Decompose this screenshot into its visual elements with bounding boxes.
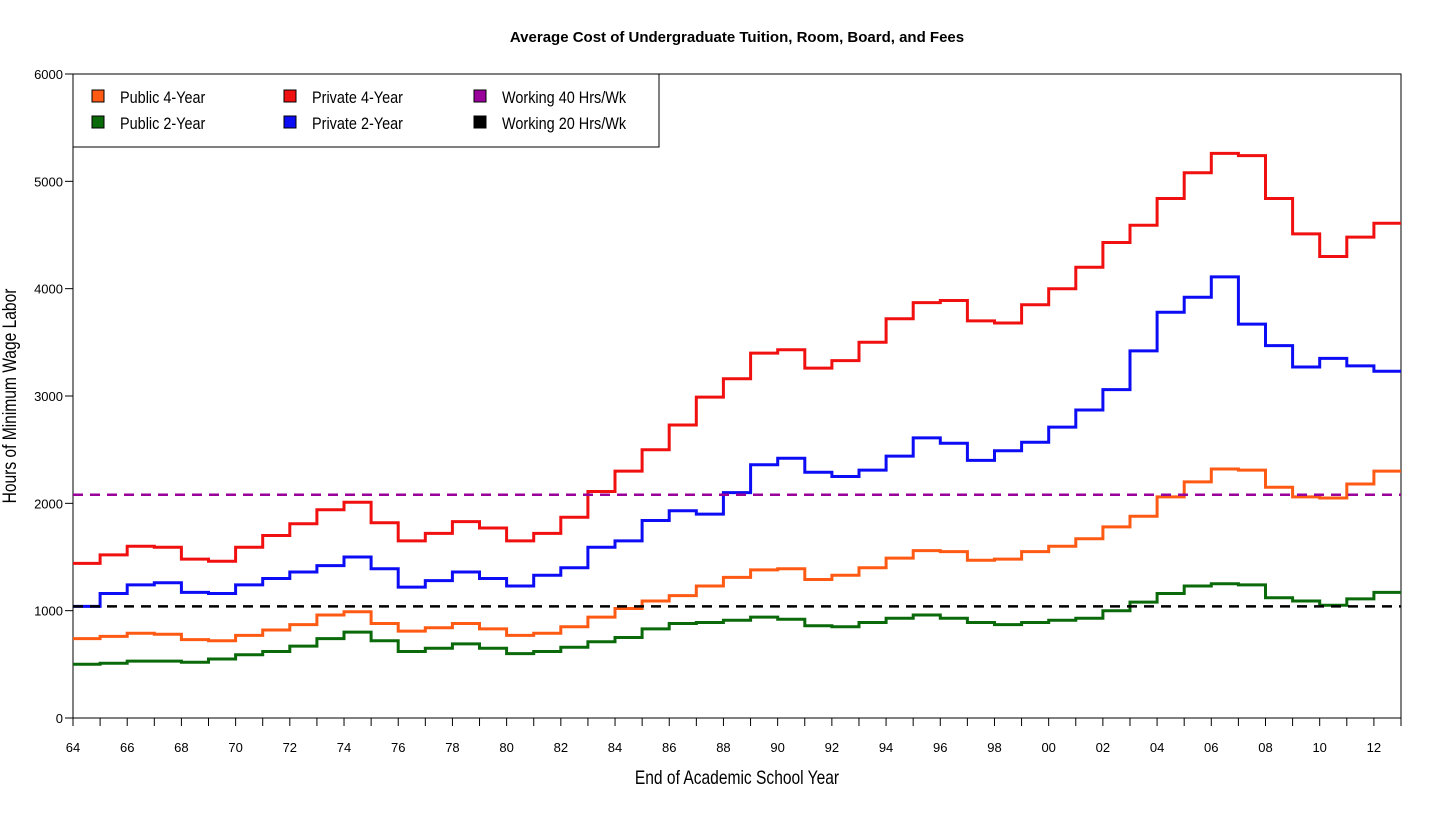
legend-swatch-working-20-hrs-wk (473, 115, 487, 129)
y-axis: 0 1000 2000 3000 4000 5000 6000 (34, 67, 73, 726)
x-tick-label: 66 (120, 740, 134, 755)
x-tick-label: 92 (825, 740, 839, 755)
legend-label-working-20-hrs-wk: Working 20 Hrs/Wk (502, 115, 626, 133)
x-tick-label: 98 (987, 740, 1001, 755)
x-tick-label: 82 (554, 740, 568, 755)
legend-swatch-private-2-year (283, 115, 297, 129)
legend-label-private-4-year: Private 4-Year (312, 89, 403, 107)
x-tick-label: 88 (716, 740, 730, 755)
x-tick-label: 06 (1204, 740, 1218, 755)
x-tick-label: 72 (283, 740, 297, 755)
y-tick-label: 5000 (34, 174, 63, 189)
legend: Public 4-Year Private 4-Year Working 40 Hr… (72, 73, 660, 148)
x-tick-label: 08 (1258, 740, 1272, 755)
legend-label-public-2-year: Public 2-Year (120, 115, 205, 133)
x-tick-label: 84 (608, 740, 622, 755)
x-tick-label: 02 (1096, 740, 1110, 755)
x-tick-label: 74 (337, 740, 351, 755)
series-line-public-4-year (73, 467, 1401, 643)
series-line-private-4-year (73, 151, 1401, 565)
legend-swatch-working-40-hrs-wk (473, 89, 487, 103)
y-tick-label: 1000 (34, 604, 63, 619)
x-tick-label: 78 (445, 740, 459, 755)
x-tick-label: 86 (662, 740, 676, 755)
x-tick-label: 90 (770, 740, 784, 755)
legend-box (72, 73, 660, 148)
legend-label-working-40-hrs-wk: Working 40 Hrs/Wk (502, 89, 626, 107)
x-tick-label: 04 (1150, 740, 1164, 755)
legend-swatch-public-2-year (91, 115, 105, 129)
x-tick-label: 64 (66, 740, 80, 755)
y-tick-label: 0 (56, 711, 63, 726)
series-layer (73, 151, 1401, 666)
series-line-private-2-year (73, 275, 1401, 608)
x-tick-label: 68 (174, 740, 188, 755)
y-tick-label: 4000 (34, 282, 63, 297)
x-tick-label: 10 (1312, 740, 1326, 755)
x-tick-label: 94 (879, 740, 893, 755)
x-axis: 64 66 68 70 72 74 76 78 80 82 84 86 88 90 92 94 96 98 00 02… (66, 718, 1402, 755)
x-tick-label: 76 (391, 740, 405, 755)
legend-label-private-2-year: Private 2-Year (312, 115, 403, 133)
series-line-public-2-year (73, 582, 1401, 666)
y-tick-label: 6000 (34, 67, 63, 82)
legend-label-public-4-year: Public 4-Year (120, 89, 205, 107)
chart-title: Average Cost of Undergraduate Tuition, R… (510, 29, 964, 46)
y-tick-label: 2000 (34, 496, 63, 511)
x-tick-label: 12 (1367, 740, 1381, 755)
x-tick-label: 96 (933, 740, 947, 755)
y-tick-label: 3000 (34, 389, 63, 404)
legend-swatch-private-4-year (283, 89, 297, 103)
y-axis-label: Hours of Minimum Wage Labor (0, 288, 20, 503)
x-axis-label: End of Academic School Year (635, 767, 839, 789)
x-tick-label: 80 (499, 740, 513, 755)
x-tick-label: 70 (228, 740, 242, 755)
x-tick-label: 00 (1041, 740, 1055, 755)
legend-swatch-public-4-year (91, 89, 105, 103)
